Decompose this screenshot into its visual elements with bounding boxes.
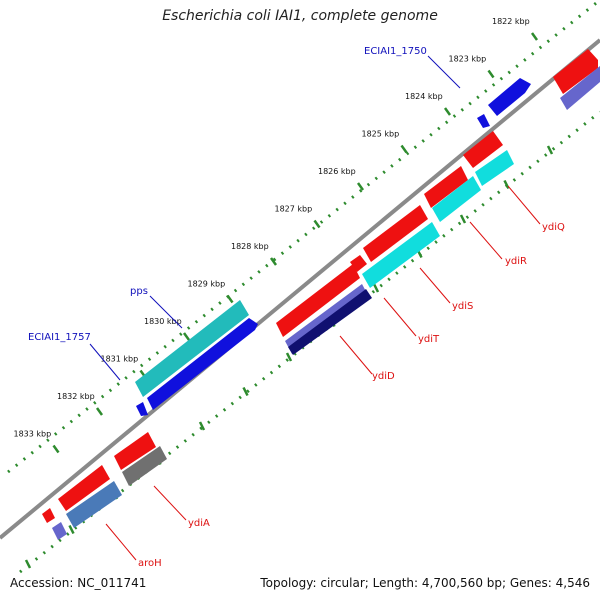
kbp-label: 1830 kbp: [144, 317, 182, 326]
gene-reverse-ydiR[interactable]: [432, 176, 481, 222]
kbp-tick: [443, 107, 452, 116]
kbp-tick: [487, 69, 495, 79]
kbp-label: 1829 kbp: [188, 280, 226, 289]
leader-ECIAI1_1757: [89, 343, 121, 381]
leader-ydiS: [419, 267, 451, 304]
kbp-label: 1827 kbp: [275, 205, 313, 214]
accession-text: Accession: NC_011741: [10, 576, 147, 590]
kbp-label: 1825 kbp: [362, 130, 400, 139]
outer-ruler: [7, 0, 600, 474]
inner-ruler-ticks: [24, 145, 554, 569]
kbp-tick: [95, 407, 104, 416]
label-ydiA: ydiA: [188, 518, 210, 529]
inner-tick: [198, 421, 206, 431]
gene-reverse-ydiA[interactable]: [122, 446, 167, 486]
kbp-label: 1831 kbp: [101, 355, 139, 364]
map-title: Escherichia coli IAI1, complete genome: [162, 8, 438, 24]
label-pps: pps: [130, 286, 148, 297]
gene-reverse-ydiQ[interactable]: [475, 150, 514, 186]
kbp-tick: [52, 444, 60, 454]
gene-reverse-aroH[interactable]: [66, 481, 122, 528]
label-ydiS: ydiS: [452, 301, 473, 312]
gene-reverse-ydiS[interactable]: [362, 222, 440, 288]
inner-tick: [24, 559, 32, 569]
topology-text: Topology: circular; Length: 4,700,560 bp…: [260, 576, 590, 590]
leader-ydiQ: [507, 185, 541, 225]
kbp-tick: [400, 144, 408, 154]
inner-tick: [285, 352, 293, 362]
kbp-tick: [313, 219, 321, 229]
gene-forward-ydiQ[interactable]: [463, 131, 503, 168]
kbp-label: 1822 kbp: [492, 17, 530, 26]
label-ydiT: ydiT: [418, 334, 440, 345]
inner-tick: [503, 179, 510, 190]
inner-tick: [242, 386, 249, 397]
kbp-tick: [269, 257, 278, 266]
leader-aroH: [105, 523, 137, 561]
label-aroH: aroH: [138, 558, 162, 569]
gene-forward-small-blue[interactable]: [477, 114, 490, 128]
label-ydiD: ydiD: [372, 371, 395, 382]
inner-tick: [68, 524, 75, 535]
leader-ydiT: [383, 297, 417, 337]
kbp-label: 1826 kbp: [318, 167, 356, 176]
label-ECIAI1_1757: ECIAI1_1757: [28, 332, 91, 343]
kbp-label: 1823 kbp: [449, 55, 487, 64]
label-ydiR: ydiR: [505, 256, 527, 267]
kbp-tick: [356, 182, 365, 191]
gene-forward-ydiQ-top[interactable]: [553, 49, 598, 94]
inner-tick: [546, 145, 554, 155]
label-ECIAI1_1750: ECIAI1_1750: [364, 46, 427, 57]
gene-forward-aroH-pair[interactable]: [58, 465, 110, 511]
genome-backbone: [0, 38, 600, 540]
leader-ydiA: [153, 485, 187, 521]
gene-forward-ydiA-pair[interactable]: [114, 432, 156, 470]
kbp-label: 1833 kbp: [14, 430, 52, 439]
gene-forward-ECIAI1_1750[interactable]: [488, 78, 531, 116]
gene-reverse-ydiD[interactable]: [288, 289, 372, 355]
label-ydiQ: ydiQ: [542, 222, 565, 233]
kbp-tick: [530, 32, 539, 41]
leader-pps: [149, 295, 183, 329]
gene-forward-ECIAI1_1757[interactable]: [147, 318, 258, 410]
kbp-label: 1828 kbp: [231, 242, 269, 251]
kbp-label: 1832 kbp: [57, 392, 95, 401]
gene-forward-ydiS[interactable]: [363, 205, 428, 262]
inner-tick: [372, 283, 380, 293]
gene-forward-ydiR[interactable]: [424, 166, 468, 208]
gene-reverse-top-slate[interactable]: [560, 66, 600, 110]
gene-forward-pps[interactable]: [135, 300, 249, 397]
leader-ECIAI1_1750: [427, 55, 461, 89]
kbp-tick: [226, 294, 234, 304]
gene-forward-small-2[interactable]: [42, 508, 55, 523]
ruler-kbp-labels: 1822 kbp 1823 kbp 1824 kbp 1825 kbp 1826 kbp…: [14, 17, 530, 439]
kbp-tick: [182, 332, 191, 341]
ruler-major-ticks: [52, 32, 539, 454]
leader-ydiD: [339, 335, 373, 375]
gene-forward-small-blue-2[interactable]: [136, 402, 148, 416]
gene-forward-ydiT[interactable]: [276, 264, 360, 337]
leader-ydiR: [469, 221, 503, 260]
inner-tick: [459, 214, 467, 224]
kbp-label: 1824 kbp: [405, 92, 443, 101]
gene-reverse-small[interactable]: [52, 522, 67, 540]
